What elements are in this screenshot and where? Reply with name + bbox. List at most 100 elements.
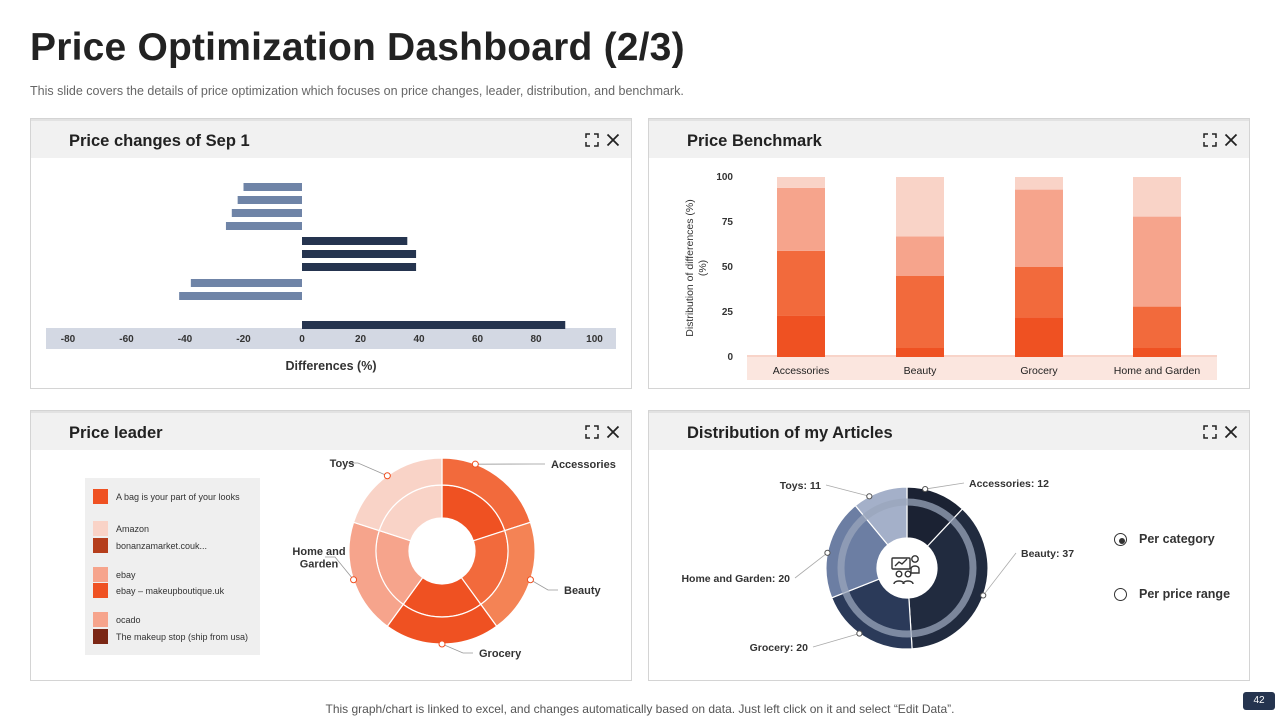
leader-line: [812, 633, 860, 648]
price-changes-chart: -80 -60 -40 -20 0 20 40 60 80 100 Differences (%): [46, 183, 616, 373]
shop-icon-body: [910, 565, 920, 574]
radio-label: Per category: [1139, 532, 1215, 546]
leader-dot: [526, 576, 534, 584]
radio-ring: [1114, 533, 1127, 546]
slice-label: Accessories: [551, 459, 616, 471]
legend-swatch: [93, 583, 108, 598]
benchmark-bar-segment: [777, 177, 825, 188]
x-tick-label: -20: [236, 334, 251, 345]
shop-icon-board: [891, 557, 911, 570]
outer-slice-toys: [352, 457, 443, 532]
price-change-bar: [302, 263, 417, 271]
leader-dot: [980, 592, 987, 599]
benchmark-bar-segment: [1133, 306, 1181, 348]
price-change-bar: [190, 279, 302, 287]
slice-label: Grocery: 20: [750, 642, 809, 654]
price-benchmark-chart: 0 25 50 75 100 Accessories Beauty Grocery Home a…: [684, 172, 1217, 380]
legend-swatch: [93, 567, 108, 582]
close-icon[interactable]: [1224, 425, 1238, 439]
footer-note: This graph/chart is linked to excel, and…: [325, 702, 955, 716]
shop-icon-head: [911, 555, 919, 563]
legend-swatch: [93, 538, 108, 553]
expand-icon[interactable]: [1203, 425, 1217, 439]
x-tick-label: Home and Garden: [1114, 365, 1201, 377]
benchmark-bar-segment: [1133, 216, 1181, 307]
legend-swatch: [93, 612, 108, 627]
slice-label: Toys: 11: [780, 480, 821, 492]
leader-line: [325, 556, 354, 580]
distribution-panel: Distribution of my Articles Accessories:…: [648, 410, 1250, 681]
benchmark-bar-segment: [896, 177, 944, 237]
legend-swatch: [93, 489, 108, 504]
inner-slice-accessories: [441, 484, 506, 542]
price-change-bar: [302, 250, 417, 258]
leader-line: [441, 643, 473, 654]
x-tick-label: -40: [178, 334, 193, 345]
expand-icon[interactable]: [585, 133, 599, 147]
x-tick-label: 0: [299, 334, 305, 345]
slice-label: Home and Garden: 20: [681, 573, 790, 585]
leader-dot: [922, 485, 929, 493]
price-leader-panel: Price leader A bag is your part of your …: [30, 410, 632, 681]
leader-dot: [350, 576, 358, 584]
price-leader-legend: A bag is your part of your looks Amazon …: [85, 478, 260, 655]
slice-label: Beauty: 37: [1021, 548, 1074, 560]
leader-line: [982, 552, 1017, 596]
expand-icon[interactable]: [1203, 133, 1217, 147]
center-circle: [877, 538, 937, 598]
shop-icon-body: [893, 580, 914, 585]
price-change-bar: [231, 209, 302, 217]
close-icon[interactable]: [1224, 133, 1238, 147]
benchmark-bar-segment: [1015, 189, 1063, 267]
inner-slice-toys: [378, 484, 443, 542]
x-tick-label: Accessories: [773, 365, 830, 377]
shop-icon: [891, 555, 920, 585]
panel-header: Price changes of Sep 1: [31, 119, 631, 158]
x-tick-label: 80: [530, 334, 542, 345]
benchmark-bar-segment: [896, 276, 944, 348]
benchmark-bar-segment: [777, 187, 825, 251]
radio-label: Per price range: [1139, 587, 1231, 601]
y-axis-title: Distribution of differences (%): [684, 199, 696, 337]
page-subtitle: This slide covers the details of price o…: [30, 84, 684, 98]
leader-line: [794, 552, 828, 579]
panel-title: Distribution of my Articles: [687, 424, 893, 442]
y-axis-title-unit: (%): [697, 260, 709, 276]
y-tick-label: 100: [716, 172, 733, 183]
leader-dot: [438, 640, 446, 648]
leader-line: [925, 482, 965, 490]
x-tick-label: -80: [61, 334, 76, 345]
price-change-bar: [237, 196, 302, 204]
x-axis-band: [46, 328, 616, 349]
x-tick-label: 40: [413, 334, 425, 345]
x-tick-label: Beauty: [904, 365, 937, 377]
leader-dot: [471, 460, 479, 468]
shop-icon-head: [895, 570, 903, 578]
slice-label: Accessories: 12: [969, 478, 1049, 490]
panel-header: Price Benchmark: [649, 119, 1249, 158]
slice-label: Beauty: [564, 585, 602, 597]
price-change-bar: [179, 292, 302, 300]
leader-dot: [383, 472, 391, 480]
benchmark-bar-segment: [1015, 267, 1063, 318]
radio-dot: [1118, 537, 1125, 544]
leader-line: [530, 579, 558, 591]
y-tick-label: 25: [722, 307, 734, 318]
benchmark-bar-segment: [1015, 317, 1063, 357]
x-axis-title: Differences (%): [286, 359, 377, 373]
inner-slice-home-and-garden: [375, 529, 424, 606]
legend-swatch: [93, 521, 108, 536]
expand-icon[interactable]: [585, 425, 599, 439]
x-tick-label: Grocery: [1020, 365, 1058, 377]
inner-ring: [837, 498, 977, 638]
benchmark-bar-segment: [896, 236, 944, 276]
leader-dot: [824, 549, 831, 556]
page-number: 42: [1243, 692, 1275, 710]
inner-slice-beauty: [460, 529, 509, 606]
slice-label: Grocery: [479, 648, 522, 660]
close-icon[interactable]: [606, 425, 620, 439]
slice-label: Home and: [292, 546, 345, 558]
close-icon[interactable]: [606, 133, 620, 147]
radio-ring: [1114, 588, 1127, 601]
price-changes-panel: Price changes of Sep 1 -80 -60 -40 -20 0 20 40…: [30, 118, 632, 389]
